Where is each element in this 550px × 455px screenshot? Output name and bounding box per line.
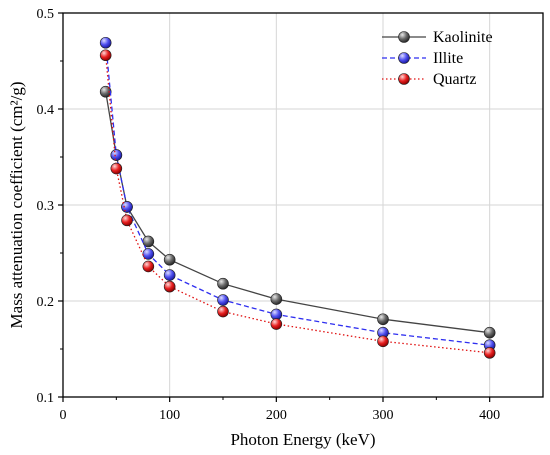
data-point-quartz [217,305,229,318]
data-point-illite [121,201,133,213]
y-axis-title: Mass attenuation coefficient (cm²/g) [7,82,26,329]
data-point-kaolinite [99,85,112,98]
data-point-quartz [483,347,496,359]
data-point-kaolinite [217,277,229,290]
gridlines [63,13,543,397]
x-tick-label: 100 [159,408,180,423]
x-tick-label: 200 [266,408,287,423]
data-point-kaolinite [142,235,155,248]
legend: Kaolinite Illite Quartz [382,29,493,88]
x-tick-label: 400 [479,408,500,423]
legend-item-kaolinite: Kaolinite [382,29,493,46]
y-tick-label: 0.1 [37,391,55,406]
legend-label: Kaolinite [433,29,493,46]
data-point-quartz [99,49,112,62]
data-point-quartz [163,280,176,293]
y-tick-label: 0.2 [37,295,55,310]
data-point-kaolinite [163,253,176,266]
legend-marker [398,52,410,64]
data-point-illite [110,149,123,161]
series-line-illite [105,42,490,346]
data-point-illite [163,269,176,281]
legend-item-illite: Illite [382,50,463,67]
y-tick-label: 0.4 [37,103,55,118]
y-tick-label: 0.5 [37,7,55,22]
data-point-kaolinite [377,313,389,326]
data-point-kaolinite [270,293,283,305]
series-layer [99,36,496,359]
data-point-illite [99,36,112,49]
legend-marker [398,73,410,85]
series-line-quartz [105,55,490,354]
legend-item-quartz: Quartz [382,71,477,88]
data-point-quartz [121,214,133,227]
y-tick-label: 0.3 [37,199,55,214]
legend-label: Illite [433,50,463,67]
axes: 0 100 200 300 400 0.1 0.2 0.3 0.4 0.5 [37,7,544,423]
data-point-quartz [377,335,389,348]
data-point-quartz [110,162,123,175]
data-point-illite [142,248,155,260]
series-kaolinite [99,85,496,339]
x-tick-label: 0 [60,408,67,423]
legend-label: Quartz [433,71,477,88]
legend-marker [398,31,410,43]
data-point-kaolinite [483,326,496,339]
series-line-kaolinite [105,91,490,334]
data-point-quartz [142,260,155,273]
x-tick-label: 300 [373,408,394,423]
series-quartz [99,49,496,359]
data-point-quartz [270,318,283,330]
data-point-illite [217,294,229,306]
x-axis-title: Photon Energy (keV) [230,430,375,449]
